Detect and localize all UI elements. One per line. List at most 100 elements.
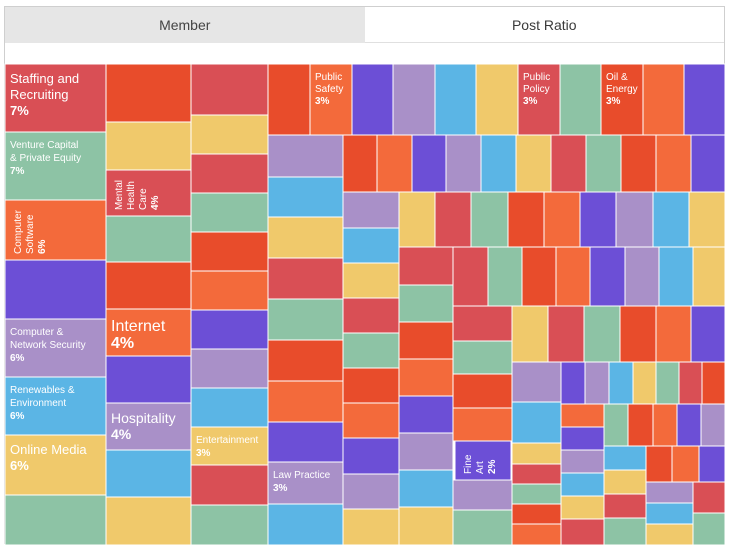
treemap-tile-48[interactable] — [267, 339, 344, 382]
treemap-tile-128[interactable] — [560, 495, 605, 520]
treemap-tile-97[interactable] — [692, 246, 726, 307]
treemap-tile-30[interactable] — [190, 309, 269, 350]
treemap-tile-5[interactable] — [4, 434, 107, 496]
treemap-tile-110[interactable] — [511, 361, 562, 403]
treemap-tile-111[interactable] — [560, 361, 586, 405]
treemap-tile-50[interactable] — [267, 421, 344, 463]
treemap-tile-123[interactable] — [511, 523, 562, 546]
treemap-tile-139[interactable] — [645, 445, 673, 483]
treemap-tile-47[interactable] — [267, 298, 344, 341]
treemap-tile-29[interactable] — [190, 270, 269, 311]
treemap-tile-104[interactable] — [511, 305, 549, 363]
treemap-tile-114[interactable] — [632, 361, 657, 405]
treemap-tile-88[interactable] — [398, 469, 454, 508]
treemap-tile-62[interactable] — [690, 134, 726, 193]
treemap-tile-113[interactable] — [608, 361, 634, 405]
treemap-tile-126[interactable] — [560, 449, 605, 474]
tab-post-ratio[interactable]: Post Ratio — [364, 7, 724, 43]
treemap-tile-80[interactable] — [652, 191, 690, 248]
treemap-tile-81[interactable] — [688, 191, 726, 248]
treemap-tile-96[interactable] — [658, 246, 694, 307]
treemap-tile-27[interactable] — [190, 192, 269, 233]
treemap-tile-65[interactable] — [342, 262, 400, 299]
treemap-tile-46[interactable] — [267, 257, 344, 300]
treemap-tile-129[interactable] — [560, 518, 605, 546]
treemap-tile-73[interactable] — [398, 191, 436, 248]
treemap-tile-120[interactable] — [511, 463, 562, 485]
treemap-tile-66[interactable] — [342, 297, 400, 334]
treemap-tile-90[interactable] — [452, 246, 489, 307]
treemap-tile-45[interactable] — [267, 216, 344, 259]
treemap-tile-99[interactable] — [452, 340, 513, 375]
treemap-tile-133[interactable] — [676, 403, 702, 447]
treemap-tile-134[interactable] — [700, 403, 726, 447]
treemap-tile-116[interactable] — [678, 361, 703, 405]
treemap-tile-92[interactable] — [521, 246, 557, 307]
treemap-tile-53[interactable] — [376, 134, 413, 193]
treemap-tile-56[interactable] — [480, 134, 517, 193]
treemap-tile-67[interactable] — [342, 332, 400, 369]
treemap-tile-124[interactable] — [560, 403, 605, 428]
treemap-tile-54[interactable] — [411, 134, 447, 193]
treemap-tile-15[interactable] — [4, 259, 107, 320]
treemap-tile-109[interactable] — [690, 305, 726, 363]
treemap-tile-125[interactable] — [560, 426, 605, 451]
treemap-tile-19[interactable] — [105, 215, 192, 263]
treemap-tile-39[interactable] — [475, 63, 519, 136]
treemap-tile-143[interactable] — [645, 502, 694, 525]
treemap-tile-7[interactable] — [105, 308, 192, 357]
treemap-tile-20[interactable] — [105, 261, 192, 310]
treemap-tile-58[interactable] — [550, 134, 587, 193]
treemap-tile-112[interactable] — [584, 361, 610, 405]
treemap-tile-94[interactable] — [589, 246, 626, 307]
treemap-tile-36[interactable] — [351, 63, 394, 136]
treemap-tile-42[interactable] — [683, 63, 726, 136]
treemap-tile-132[interactable] — [652, 403, 678, 447]
treemap-tile-142[interactable] — [645, 481, 694, 504]
treemap-tile-91[interactable] — [487, 246, 523, 307]
treemap-tile-23[interactable] — [105, 496, 192, 546]
treemap-tile-16[interactable] — [4, 494, 107, 546]
treemap-tile-117[interactable] — [701, 361, 726, 405]
treemap-tile-131[interactable] — [627, 403, 654, 447]
treemap-tile-6[interactable] — [105, 169, 192, 217]
treemap-tile-60[interactable] — [620, 134, 657, 193]
treemap-tile-34[interactable] — [190, 504, 269, 546]
treemap-tile-141[interactable] — [698, 445, 726, 483]
treemap-tile-11[interactable] — [309, 63, 353, 136]
treemap-tile-144[interactable] — [645, 523, 694, 546]
treemap-tile-135[interactable] — [603, 445, 647, 471]
treemap-tile-82[interactable] — [398, 246, 454, 286]
treemap-tile-57[interactable] — [515, 134, 552, 193]
treemap-tile-119[interactable] — [511, 442, 562, 465]
treemap-tile-78[interactable] — [579, 191, 617, 248]
treemap-tile-2[interactable] — [4, 199, 107, 261]
treemap-tile-137[interactable] — [603, 493, 647, 519]
treemap-tile-83[interactable] — [398, 284, 454, 323]
treemap-tile-115[interactable] — [655, 361, 680, 405]
treemap-tile-21[interactable] — [105, 355, 192, 404]
treemap-tile-44[interactable] — [267, 176, 344, 218]
treemap-tile-76[interactable] — [507, 191, 545, 248]
treemap-tile-26[interactable] — [190, 153, 269, 194]
treemap-tile-71[interactable] — [342, 473, 400, 510]
treemap-tile-106[interactable] — [583, 305, 621, 363]
treemap-tile-89[interactable] — [398, 506, 454, 546]
treemap-tile-17[interactable] — [105, 63, 192, 123]
treemap-tile-51[interactable] — [267, 503, 344, 546]
treemap-tile-41[interactable] — [642, 63, 685, 136]
treemap-tile-103[interactable] — [452, 509, 513, 546]
treemap-tile-74[interactable] — [434, 191, 472, 248]
treemap-tile-32[interactable] — [190, 387, 269, 428]
treemap-tile-35[interactable] — [267, 63, 311, 136]
tab-member[interactable]: Member — [5, 7, 365, 43]
treemap-tile-146[interactable] — [692, 512, 726, 546]
treemap-tile-75[interactable] — [470, 191, 509, 248]
treemap-tile-86[interactable] — [398, 395, 454, 434]
treemap-tile-101[interactable] — [452, 407, 513, 442]
treemap-tile-102[interactable] — [452, 479, 513, 511]
treemap-tile-138[interactable] — [603, 517, 647, 546]
treemap-tile-61[interactable] — [655, 134, 692, 193]
treemap-tile-31[interactable] — [190, 348, 269, 389]
treemap-tile-130[interactable] — [603, 403, 629, 447]
